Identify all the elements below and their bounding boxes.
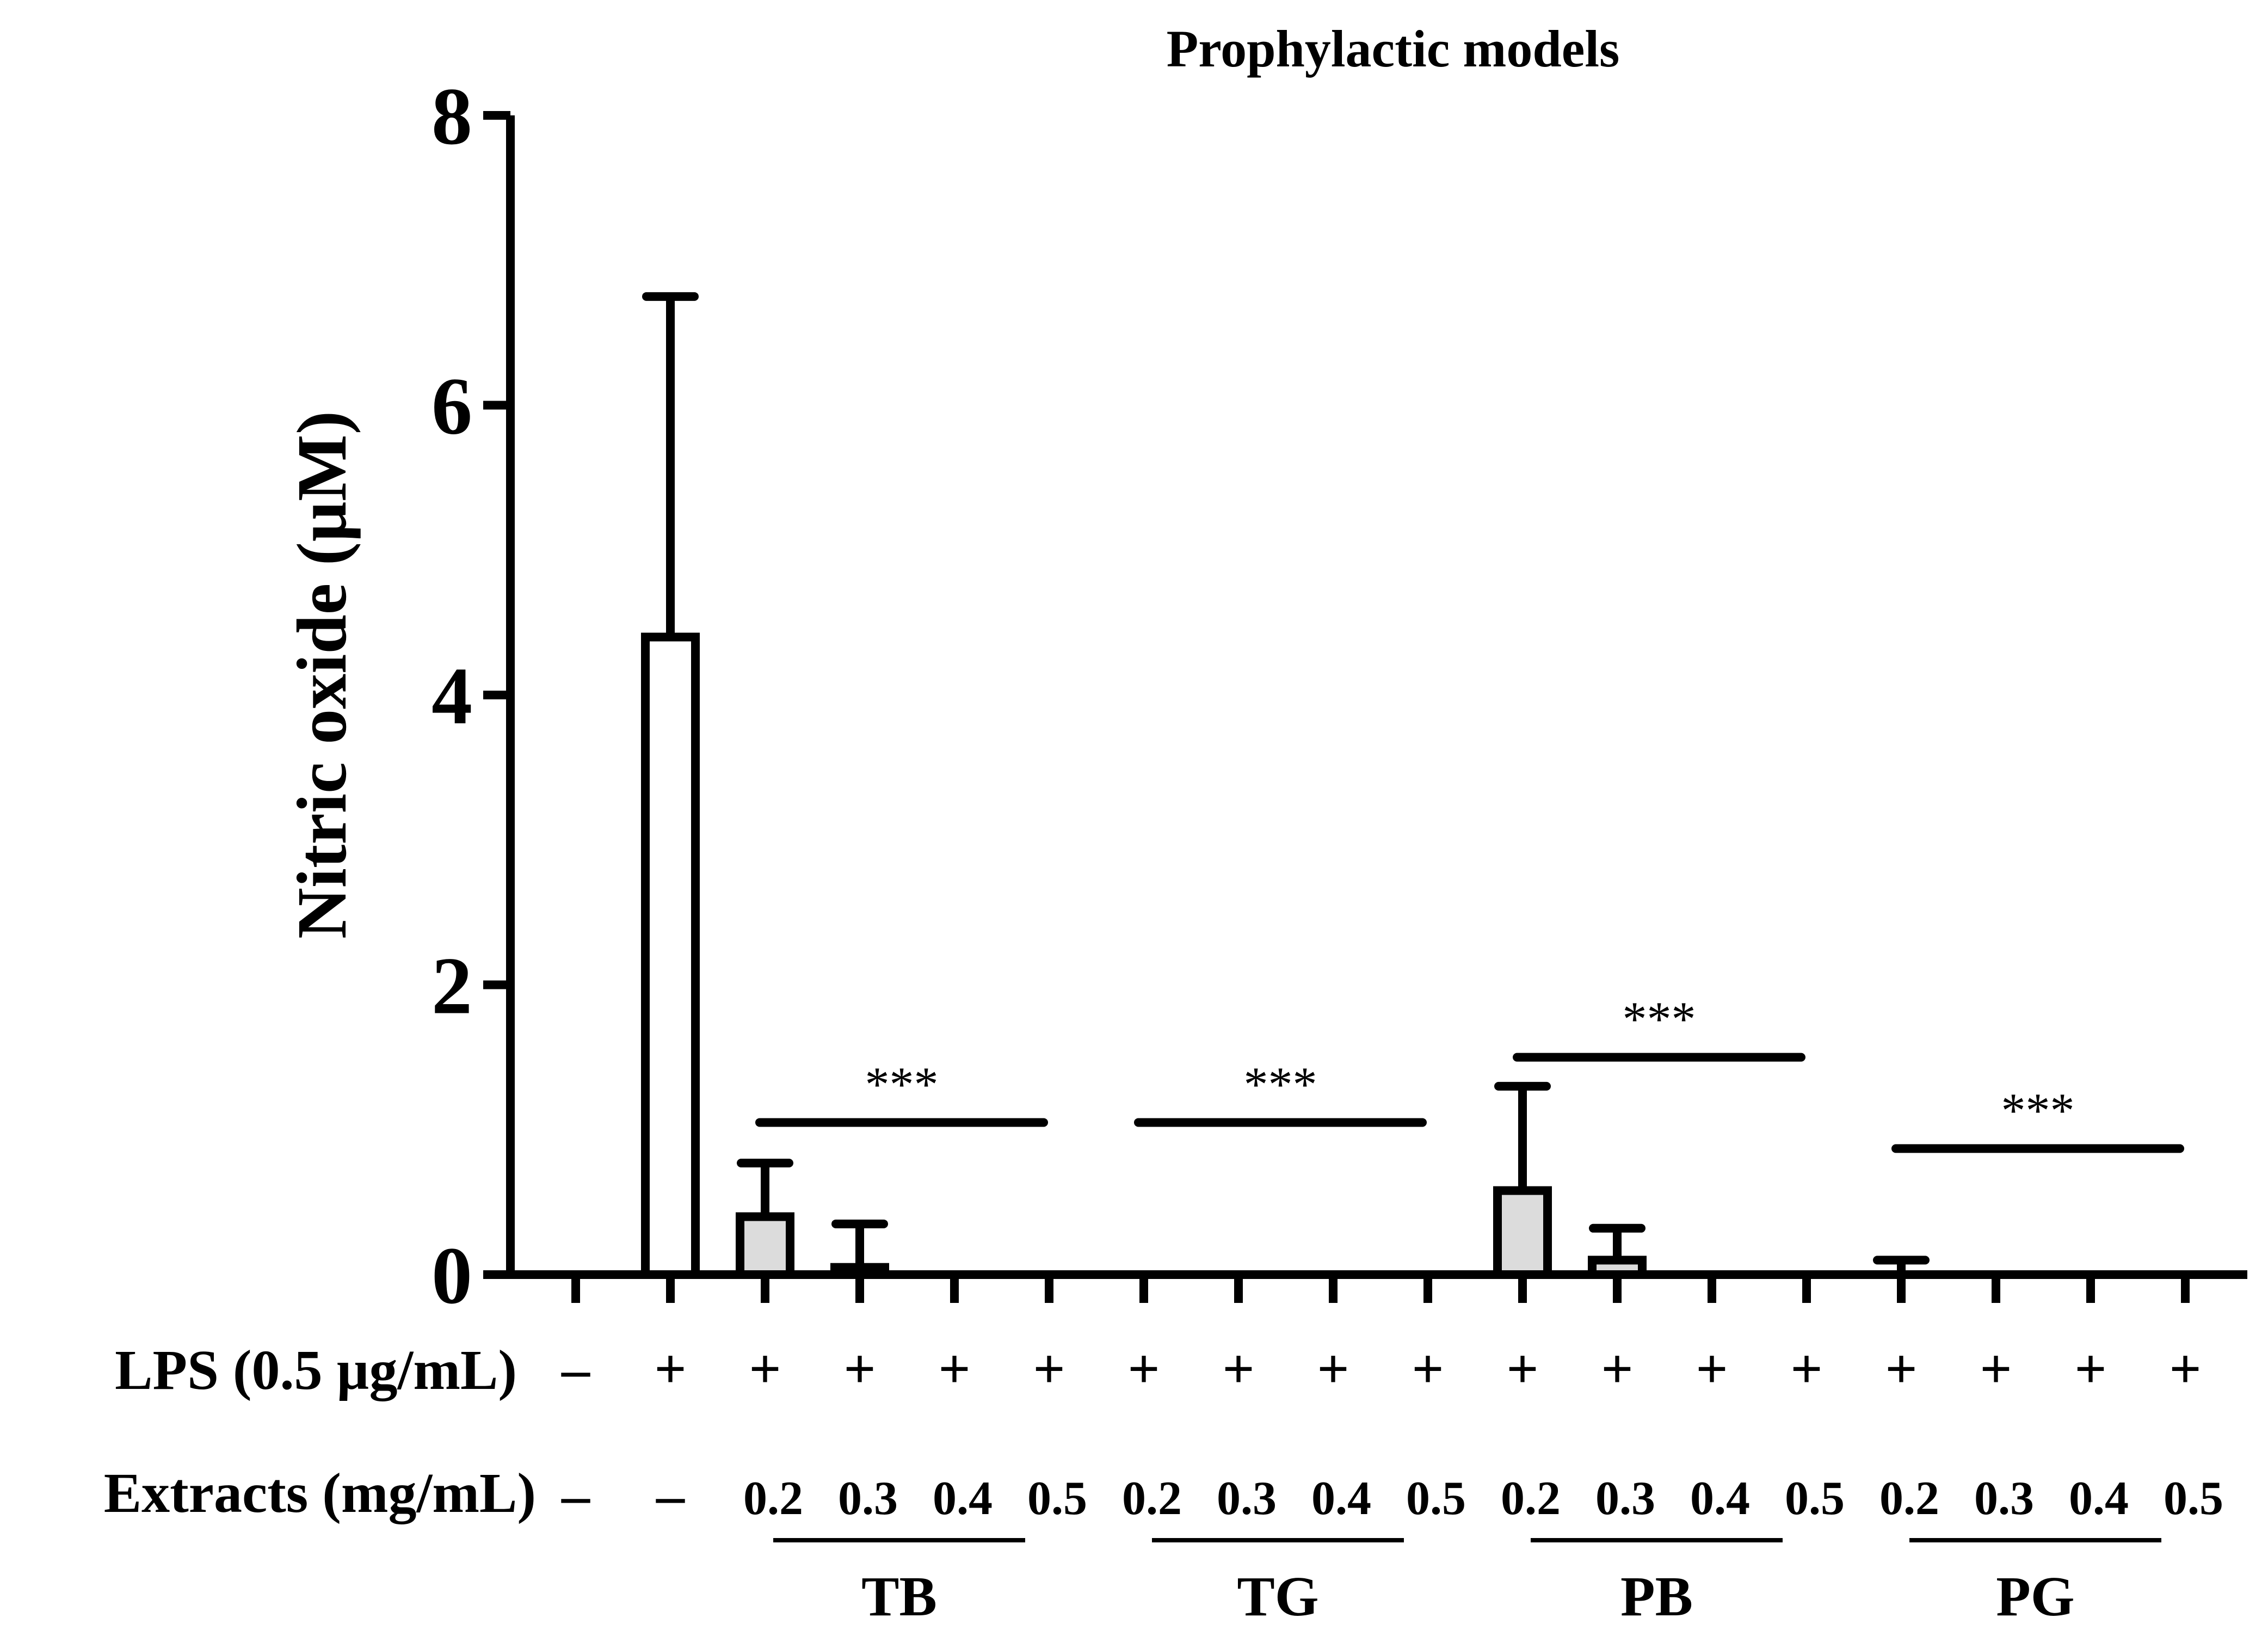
lps-sign: + <box>1412 1338 1444 1400</box>
y-axis-label: Nitric oxide (µM) <box>283 411 361 939</box>
extract-concentration: 0.2 <box>743 1472 803 1525</box>
bar <box>736 1212 794 1279</box>
extract-concentration: 0.2 <box>1501 1472 1561 1525</box>
lps-sign: + <box>654 1338 686 1400</box>
lps-sign: + <box>1222 1338 1254 1400</box>
extract-concentration: 0.3 <box>838 1472 898 1525</box>
significance-markers: *** *** *** *** <box>755 993 2184 1153</box>
extracts-row-label: Extracts (mg/mL) <box>104 1462 536 1524</box>
extract-concentration: 0.3 <box>1217 1472 1277 1525</box>
extract-concentration: 0.5 <box>1027 1472 1087 1525</box>
significance-stars: *** <box>1623 993 1696 1047</box>
significance-stars: *** <box>865 1057 939 1111</box>
y-tick-label: 8 <box>432 71 472 162</box>
bar <box>1493 1186 1552 1279</box>
extract-concentration: 0.4 <box>933 1472 993 1525</box>
extract-concentration: 0.4 <box>1311 1472 1371 1525</box>
extract-concentration: 0.4 <box>2069 1472 2129 1525</box>
group-name: PB <box>1620 1565 1693 1628</box>
group-name: PG <box>1996 1565 2074 1628</box>
chart-title: Prophylactic models <box>1167 20 1620 78</box>
extract-concentration: 0.5 <box>2164 1472 2223 1525</box>
extract-concentration: 0.3 <box>1974 1472 2034 1525</box>
lps-row-label: LPS (0.5 µg/mL) <box>115 1339 517 1401</box>
y-tick-label: 6 <box>432 361 472 452</box>
lps-sign: – <box>561 1338 590 1400</box>
extract-concentration: 0.2 <box>1879 1472 1939 1525</box>
group-name: TG <box>1237 1565 1318 1628</box>
lps-sign: + <box>1980 1338 2012 1400</box>
axes: 0 2 4 6 8 <box>432 71 2247 1321</box>
lps-sign: + <box>749 1338 781 1400</box>
bar <box>1588 1256 1647 1279</box>
lps-sign: + <box>938 1338 970 1400</box>
lps-sign: + <box>1601 1338 1633 1400</box>
extract-concentration: 0.3 <box>1595 1472 1655 1525</box>
lps-sign: + <box>2074 1338 2106 1400</box>
error-bars <box>642 292 1930 1275</box>
extract-concentration: 0.5 <box>1785 1472 1845 1525</box>
lps-sign: + <box>1127 1338 1160 1400</box>
significance-stars: *** <box>2001 1084 2075 1137</box>
significance-stars: *** <box>1244 1057 1317 1111</box>
lps-sign: + <box>1506 1338 1538 1400</box>
lps-sign: + <box>2169 1338 2201 1400</box>
bar <box>641 632 700 1279</box>
extract-concentration: 0.4 <box>1690 1472 1750 1525</box>
lps-sign: + <box>1033 1338 1065 1400</box>
lps-sign: + <box>1317 1338 1349 1400</box>
group-labels: TB TG PB PG <box>773 1538 2161 1628</box>
y-tick-label: 2 <box>432 941 472 1031</box>
extract-concentration: 0.5 <box>1406 1472 1466 1525</box>
lps-sign: + <box>1696 1338 1728 1400</box>
group-name: TB <box>861 1565 937 1628</box>
extract-concentration: – <box>561 1464 590 1527</box>
bar <box>830 1263 889 1279</box>
extract-concentration: 0.2 <box>1122 1472 1182 1525</box>
extract-concentration: – <box>656 1464 685 1527</box>
lps-sign: + <box>1885 1338 1917 1400</box>
x-tick-labels: – – + – +0.2 +0.3 +0.4 +0.5 +0.2 +0.3 +0.4 +0.5 +0.2… <box>561 1338 2223 1527</box>
bars <box>641 632 1647 1279</box>
y-tick-label: 0 <box>432 1231 472 1321</box>
lps-sign: + <box>1790 1338 1822 1400</box>
lps-sign: + <box>843 1338 876 1400</box>
y-tick-label: 4 <box>432 651 472 741</box>
